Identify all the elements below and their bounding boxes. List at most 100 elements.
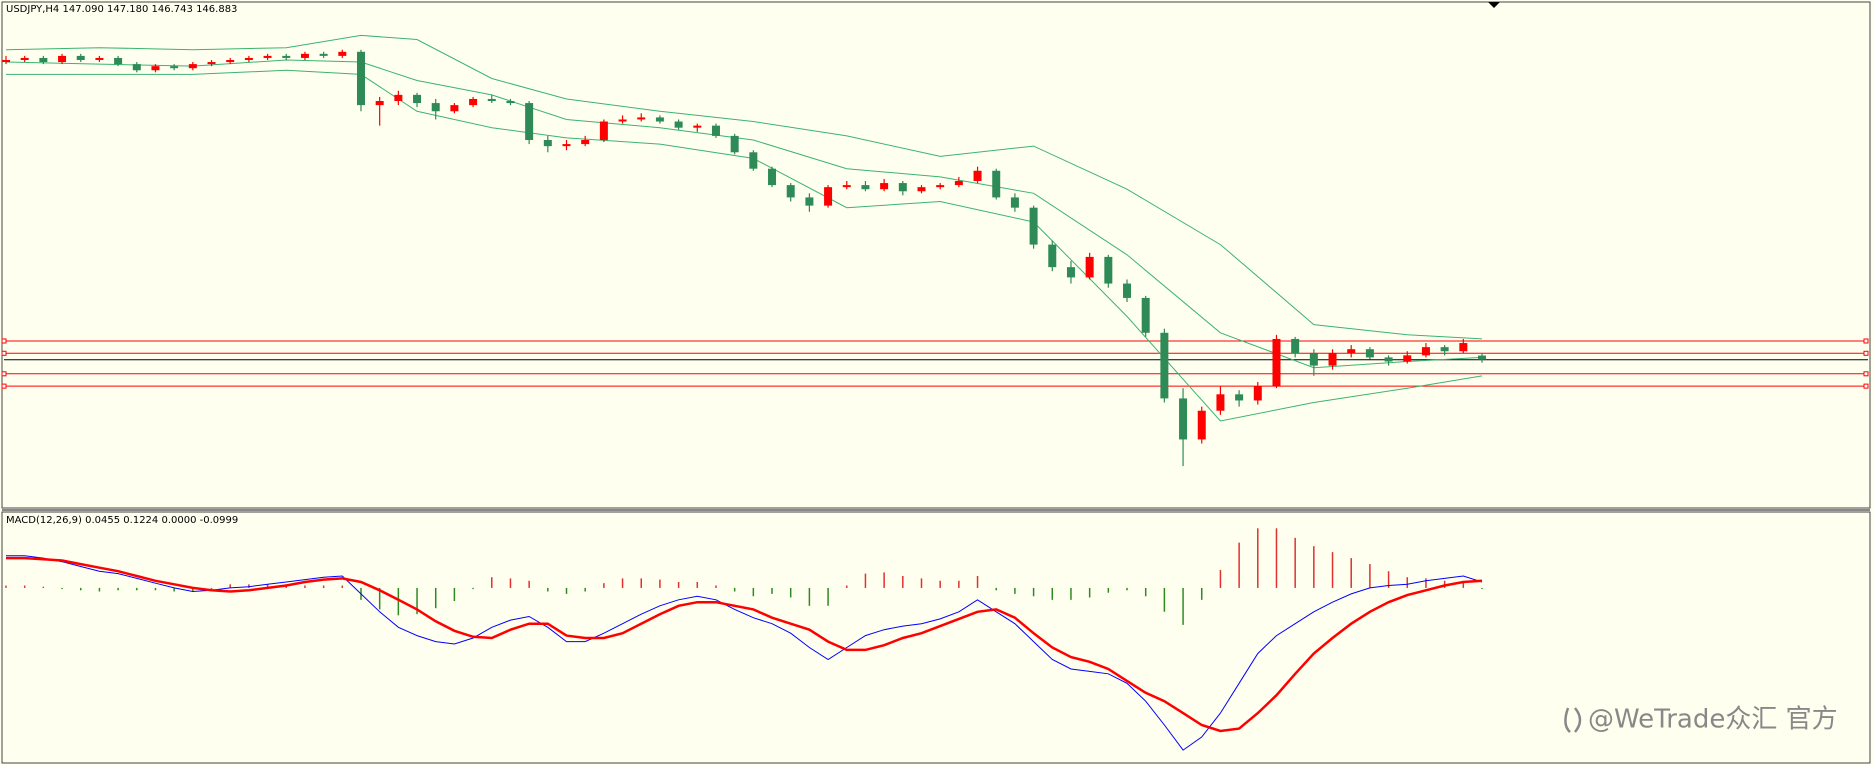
candle-body <box>1347 349 1356 354</box>
candle-body <box>1104 256 1113 284</box>
level-handle <box>1 383 7 389</box>
candle-body <box>880 183 889 190</box>
bollinger-band <box>5 59 1483 369</box>
candle-body <box>1272 338 1281 387</box>
candle-body <box>413 94 422 104</box>
chart-title: USDJPY,H4 147.090 147.180 146.743 146.88… <box>6 4 237 15</box>
candle-body <box>637 117 646 120</box>
candle-body <box>1291 338 1300 354</box>
candle-body <box>917 187 926 192</box>
bollinger-band <box>5 34 1483 340</box>
candle-body <box>730 135 739 153</box>
candle-body <box>861 185 870 190</box>
candle-body <box>170 66 179 69</box>
candle-body <box>562 144 571 147</box>
candle-body <box>824 187 833 206</box>
candle-body <box>506 101 515 104</box>
level-handle <box>1 350 7 356</box>
candle-body <box>711 125 720 136</box>
candle-body <box>936 185 945 188</box>
candle-body <box>786 185 795 198</box>
candle-body <box>992 170 1001 198</box>
candle-body <box>151 66 160 71</box>
candle-body <box>2 59 10 63</box>
candle-body <box>114 57 123 65</box>
candle-body <box>394 94 403 102</box>
candle-body <box>132 64 141 71</box>
candle-body <box>1160 332 1169 399</box>
candle-body <box>356 51 365 106</box>
candle-body <box>842 185 851 188</box>
candle-body <box>1235 394 1244 401</box>
candle-body <box>768 168 777 186</box>
candle-body <box>300 53 309 58</box>
level-handle <box>1863 383 1869 389</box>
candle-body <box>1029 207 1038 245</box>
candle-body <box>954 181 963 186</box>
candle-body <box>1066 267 1075 278</box>
candle-body <box>469 98 478 106</box>
candle-body <box>375 101 384 106</box>
candle-body <box>95 57 104 60</box>
candle-body <box>805 197 814 206</box>
candle-body <box>1421 347 1430 356</box>
candle-body <box>618 119 627 122</box>
candle-body <box>1048 244 1057 268</box>
candle-body <box>693 125 702 128</box>
candle-body <box>1123 283 1132 298</box>
candle-body <box>898 183 907 192</box>
candle-body <box>207 62 216 65</box>
candle-body <box>1253 386 1262 401</box>
level-handle <box>1863 350 1869 356</box>
candle-body <box>39 57 48 63</box>
candle-body <box>1478 355 1486 360</box>
macd-line <box>6 555 1483 751</box>
candle-body <box>655 117 664 122</box>
bollinger-band <box>6 69 1483 422</box>
candle-body <box>1440 347 1449 352</box>
level-handle <box>1 338 7 344</box>
main-panel <box>1 1 1871 509</box>
candle-body <box>1010 197 1019 208</box>
macd-panel <box>1 511 1871 764</box>
candle-body <box>263 55 272 58</box>
candle-body <box>487 98 496 102</box>
candle-body <box>450 105 459 112</box>
candle-body <box>1328 353 1337 366</box>
candle-body <box>749 152 758 169</box>
candle-body <box>1459 343 1468 352</box>
candle-body <box>1365 349 1374 358</box>
candle-body <box>1403 355 1412 362</box>
watermark: @WeTrade众汇 官方 <box>1588 705 1838 735</box>
indicator-title: MACD(12,26,9) 0.0455 0.1224 0.0000 -0.09… <box>6 515 238 526</box>
candle-body <box>543 139 552 147</box>
candle-body <box>973 170 982 182</box>
candle-body <box>20 57 29 60</box>
candle-body <box>58 55 67 63</box>
candle-body <box>1216 394 1225 411</box>
candle-body <box>1179 398 1188 440</box>
candle-body <box>431 103 440 112</box>
macd-line <box>6 556 1483 733</box>
level-handle <box>1863 371 1869 377</box>
candle-body <box>226 59 235 63</box>
candle-body <box>674 121 683 128</box>
candle-body <box>188 64 197 69</box>
candle-body <box>338 51 347 56</box>
level-handle <box>1863 338 1869 344</box>
candle-body <box>599 121 608 140</box>
candle-body <box>525 103 534 140</box>
candle-body <box>1309 353 1318 366</box>
level-handle <box>1 371 7 377</box>
candle-body <box>1085 256 1094 278</box>
candle-body <box>1384 357 1393 362</box>
watermark-logo <box>1564 707 1582 733</box>
candle-body <box>282 55 291 58</box>
candle-body <box>1141 297 1150 333</box>
shift-marker <box>1488 2 1500 8</box>
candle-body <box>76 55 85 60</box>
candle-body <box>1197 410 1206 440</box>
candle-body <box>244 57 253 60</box>
